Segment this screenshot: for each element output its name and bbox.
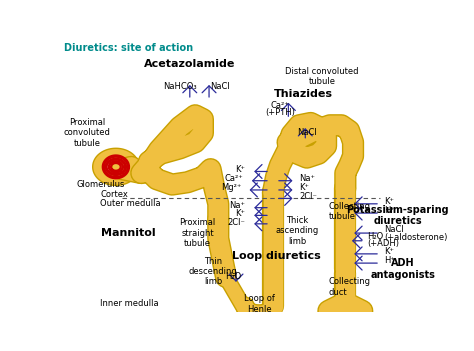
- Text: K⁺: K⁺: [299, 183, 309, 192]
- Text: Loop of
Henle: Loop of Henle: [244, 294, 274, 314]
- Text: 2Cl⁻: 2Cl⁻: [228, 218, 245, 227]
- Text: K⁺: K⁺: [235, 165, 245, 174]
- Text: Mg²⁺: Mg²⁺: [221, 183, 241, 192]
- Text: NaCl: NaCl: [210, 82, 230, 91]
- Text: Inner medulla: Inner medulla: [100, 299, 159, 309]
- Text: Proximal
convoluted
tubule: Proximal convoluted tubule: [64, 118, 111, 148]
- Text: Thiazides: Thiazides: [273, 90, 332, 99]
- Text: (+ADH): (+ADH): [367, 239, 399, 249]
- Text: Diuretics: site of action: Diuretics: site of action: [64, 43, 193, 53]
- Text: Glomerulus: Glomerulus: [76, 180, 125, 189]
- Text: Acetazolamide: Acetazolamide: [144, 59, 236, 69]
- Text: Mannitol: Mannitol: [101, 228, 155, 238]
- Text: (+PTH): (+PTH): [265, 108, 295, 118]
- Text: NaCl: NaCl: [384, 225, 403, 234]
- Text: H⁺: H⁺: [384, 256, 395, 265]
- Text: Loop diuretics: Loop diuretics: [232, 251, 320, 261]
- Text: Na⁺: Na⁺: [229, 201, 245, 210]
- Text: K⁺: K⁺: [384, 197, 394, 206]
- Text: Collecting
duct: Collecting duct: [328, 277, 370, 297]
- Text: H⁺: H⁺: [384, 206, 395, 215]
- Text: Distal convoluted
tubule: Distal convoluted tubule: [285, 67, 359, 86]
- Text: Ca²⁺: Ca²⁺: [271, 101, 289, 110]
- Text: Thick
ascending
limb: Thick ascending limb: [276, 216, 319, 246]
- Text: H₂O: H₂O: [226, 272, 242, 282]
- Text: Ca²⁺: Ca²⁺: [225, 174, 244, 183]
- Text: Cortex: Cortex: [100, 190, 128, 199]
- Text: Proximal
straight
tubule: Proximal straight tubule: [179, 218, 216, 248]
- Text: K⁺: K⁺: [384, 247, 394, 256]
- Text: NaCl: NaCl: [298, 128, 318, 138]
- Text: Potassium-sparing
diuretics: Potassium-sparing diuretics: [346, 205, 449, 226]
- Text: Collecting
tubule: Collecting tubule: [328, 202, 370, 221]
- Text: (+aldosterone): (+aldosterone): [384, 233, 447, 242]
- Text: K⁺: K⁺: [235, 209, 245, 218]
- Text: H₂O: H₂O: [367, 232, 383, 241]
- Text: NaHCO₃: NaHCO₃: [163, 82, 197, 91]
- Text: Thin
descending
limb: Thin descending limb: [189, 257, 237, 286]
- Text: 2Cl⁻: 2Cl⁻: [299, 192, 317, 201]
- Text: Na⁺: Na⁺: [299, 174, 315, 183]
- Text: ADH
antagonists: ADH antagonists: [371, 258, 436, 280]
- Text: Outer medulla: Outer medulla: [100, 199, 161, 208]
